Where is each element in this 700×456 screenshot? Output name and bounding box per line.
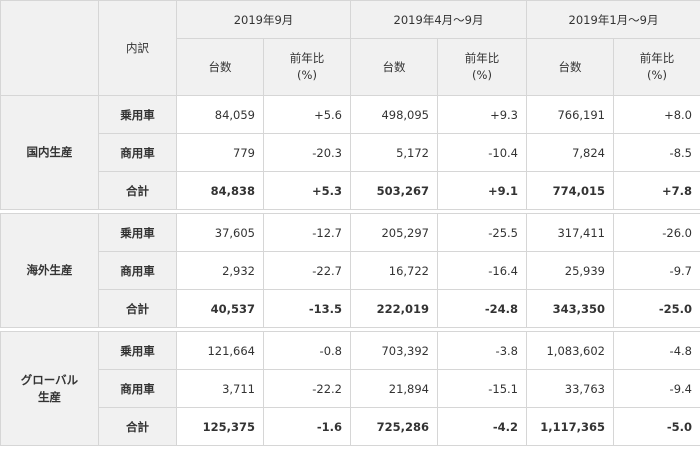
header-yoy: 前年比 (%) (613, 38, 700, 96)
cell-yoy-sep: -0.8 (263, 331, 351, 370)
header-units: 台数 (176, 38, 264, 96)
row-label: 合計 (98, 171, 177, 210)
header-yoy: 前年比 (%) (263, 38, 351, 96)
row-label: 乗用車 (98, 331, 177, 370)
cell-yoy-apr-sep: -16.4 (437, 251, 527, 290)
row-label: 商用車 (98, 251, 177, 290)
table-row: 国内生産 乗用車 84,059 +5.6 498,095 +9.3 766,191 +8.0 (0, 95, 700, 210)
header-yoy-unit: (%) (647, 68, 667, 82)
table-row: 商用車 3,711 -22.2 21,894 -15.1 33,763 -9.4 (1, 369, 700, 408)
table-row: 合計 125,375 -1.6 725,286 -4.2 1,117,365 -5.0 (1, 407, 700, 446)
cell-units-jan-sep: 766,191 (526, 95, 614, 134)
row-label: 商用車 (98, 133, 177, 172)
cell-yoy-sep: +5.3 (263, 171, 351, 210)
cell-units-apr-sep: 222,019 (350, 289, 438, 328)
cell-units-apr-sep: 498,095 (350, 95, 438, 134)
row-label: 乗用車 (98, 95, 177, 134)
cell-units-jan-sep: 343,350 (526, 289, 614, 328)
row-label: 合計 (98, 289, 177, 328)
row-label: 合計 (98, 407, 177, 446)
cell-units-jan-sep: 25,939 (526, 251, 614, 290)
header-yoy-unit: (%) (472, 68, 492, 82)
cell-yoy-apr-sep: -24.8 (437, 289, 527, 328)
table-row: 海外生産 乗用車 37,605 -12.7 205,297 -25.5 317,411 -26… (0, 213, 700, 328)
table-row: 商用車 2,932 -22.7 16,722 -16.4 25,939 -9.7 (1, 251, 700, 290)
header-yoy-label: 前年比 (289, 51, 325, 66)
table-row: 合計 40,537 -13.5 222,019 -24.8 343,350 -25.0 (1, 289, 700, 328)
cell-yoy-apr-sep: -10.4 (437, 133, 527, 172)
table-row: 合計 84,838 +5.3 503,267 +9.1 774,015 +7.8 (1, 171, 700, 210)
cell-units-apr-sep: 21,894 (350, 369, 438, 408)
cell-yoy-sep: -20.3 (263, 133, 351, 172)
cell-units-sep: 84,838 (176, 171, 264, 210)
cell-yoy-jan-sep: -9.7 (613, 251, 700, 290)
cell-units-apr-sep: 16,722 (350, 251, 438, 290)
production-table: 内訳 2019年9月 2019年4月～9月 2019年1月～9月 台数 前年比 … (0, 0, 700, 446)
cell-yoy-jan-sep: -9.4 (613, 369, 700, 408)
header-yoy-label: 前年比 (464, 51, 500, 66)
cell-units-sep: 3,711 (176, 369, 264, 408)
cell-yoy-sep: -22.2 (263, 369, 351, 408)
cell-units-jan-sep: 1,083,602 (526, 331, 614, 370)
header-units: 台数 (526, 38, 614, 96)
cell-units-apr-sep: 503,267 (350, 171, 438, 210)
group-label-line: 国内生産 (26, 145, 73, 160)
group-label: 海外生産 (0, 213, 99, 328)
cell-units-apr-sep: 5,172 (350, 133, 438, 172)
cell-units-jan-sep: 33,763 (526, 369, 614, 408)
header-yoy: 前年比 (%) (437, 38, 527, 96)
corner-cell (0, 0, 99, 96)
cell-units-sep: 2,932 (176, 251, 264, 290)
cell-units-sep: 779 (176, 133, 264, 172)
cell-units-apr-sep: 205,297 (350, 213, 438, 252)
cell-yoy-apr-sep: -3.8 (437, 331, 527, 370)
cell-yoy-jan-sep: -25.0 (613, 289, 700, 328)
cell-yoy-apr-sep: +9.3 (437, 95, 527, 134)
header-period-sep: 2019年9月 (176, 0, 351, 39)
table-body: 国内生産 乗用車 84,059 +5.6 498,095 +9.3 766,191 +8.0 商… (0, 95, 700, 446)
cell-units-sep: 37,605 (176, 213, 264, 252)
cell-yoy-jan-sep: +7.8 (613, 171, 700, 210)
cell-units-sep: 125,375 (176, 407, 264, 446)
header-naiyaku: 内訳 (98, 0, 177, 96)
header-yoy-label: 前年比 (639, 51, 675, 66)
cell-yoy-sep: -13.5 (263, 289, 351, 328)
cell-units-sep: 121,664 (176, 331, 264, 370)
cell-yoy-jan-sep: -4.8 (613, 331, 700, 370)
row-label: 乗用車 (98, 213, 177, 252)
row-label: 商用車 (98, 369, 177, 408)
cell-yoy-sep: +5.6 (263, 95, 351, 134)
table-row: グローバル 生産 乗用車 121,664 -0.8 703,392 -3.8 1,083,60… (0, 331, 700, 446)
cell-yoy-apr-sep: +9.1 (437, 171, 527, 210)
header-period-jan-sep: 2019年1月～9月 (526, 0, 700, 39)
cell-yoy-jan-sep: +8.0 (613, 95, 700, 134)
group-label: 国内生産 (0, 95, 99, 210)
header-yoy-unit: (%) (297, 68, 317, 82)
cell-units-apr-sep: 725,286 (350, 407, 438, 446)
cell-yoy-sep: -22.7 (263, 251, 351, 290)
cell-yoy-sep: -1.6 (263, 407, 351, 446)
cell-units-jan-sep: 1,117,365 (526, 407, 614, 446)
cell-yoy-jan-sep: -8.5 (613, 133, 700, 172)
header-units: 台数 (350, 38, 438, 96)
group-label: グローバル 生産 (0, 331, 99, 446)
cell-yoy-jan-sep: -26.0 (613, 213, 700, 252)
cell-units-sep: 84,059 (176, 95, 264, 134)
group-label-line: 海外生産 (26, 263, 73, 278)
cell-units-apr-sep: 703,392 (350, 331, 438, 370)
cell-yoy-apr-sep: -4.2 (437, 407, 527, 446)
group-label-line: グローバル (20, 372, 79, 387)
group-label-line: 生産 (38, 389, 61, 404)
cell-units-jan-sep: 774,015 (526, 171, 614, 210)
cell-units-jan-sep: 7,824 (526, 133, 614, 172)
cell-yoy-sep: -12.7 (263, 213, 351, 252)
cell-units-sep: 40,537 (176, 289, 264, 328)
cell-units-jan-sep: 317,411 (526, 213, 614, 252)
cell-yoy-apr-sep: -25.5 (437, 213, 527, 252)
table-row: 商用車 779 -20.3 5,172 -10.4 7,824 -8.5 (1, 133, 700, 172)
cell-yoy-jan-sep: -5.0 (613, 407, 700, 446)
cell-yoy-apr-sep: -15.1 (437, 369, 527, 408)
header-period-apr-sep: 2019年4月～9月 (350, 0, 527, 39)
